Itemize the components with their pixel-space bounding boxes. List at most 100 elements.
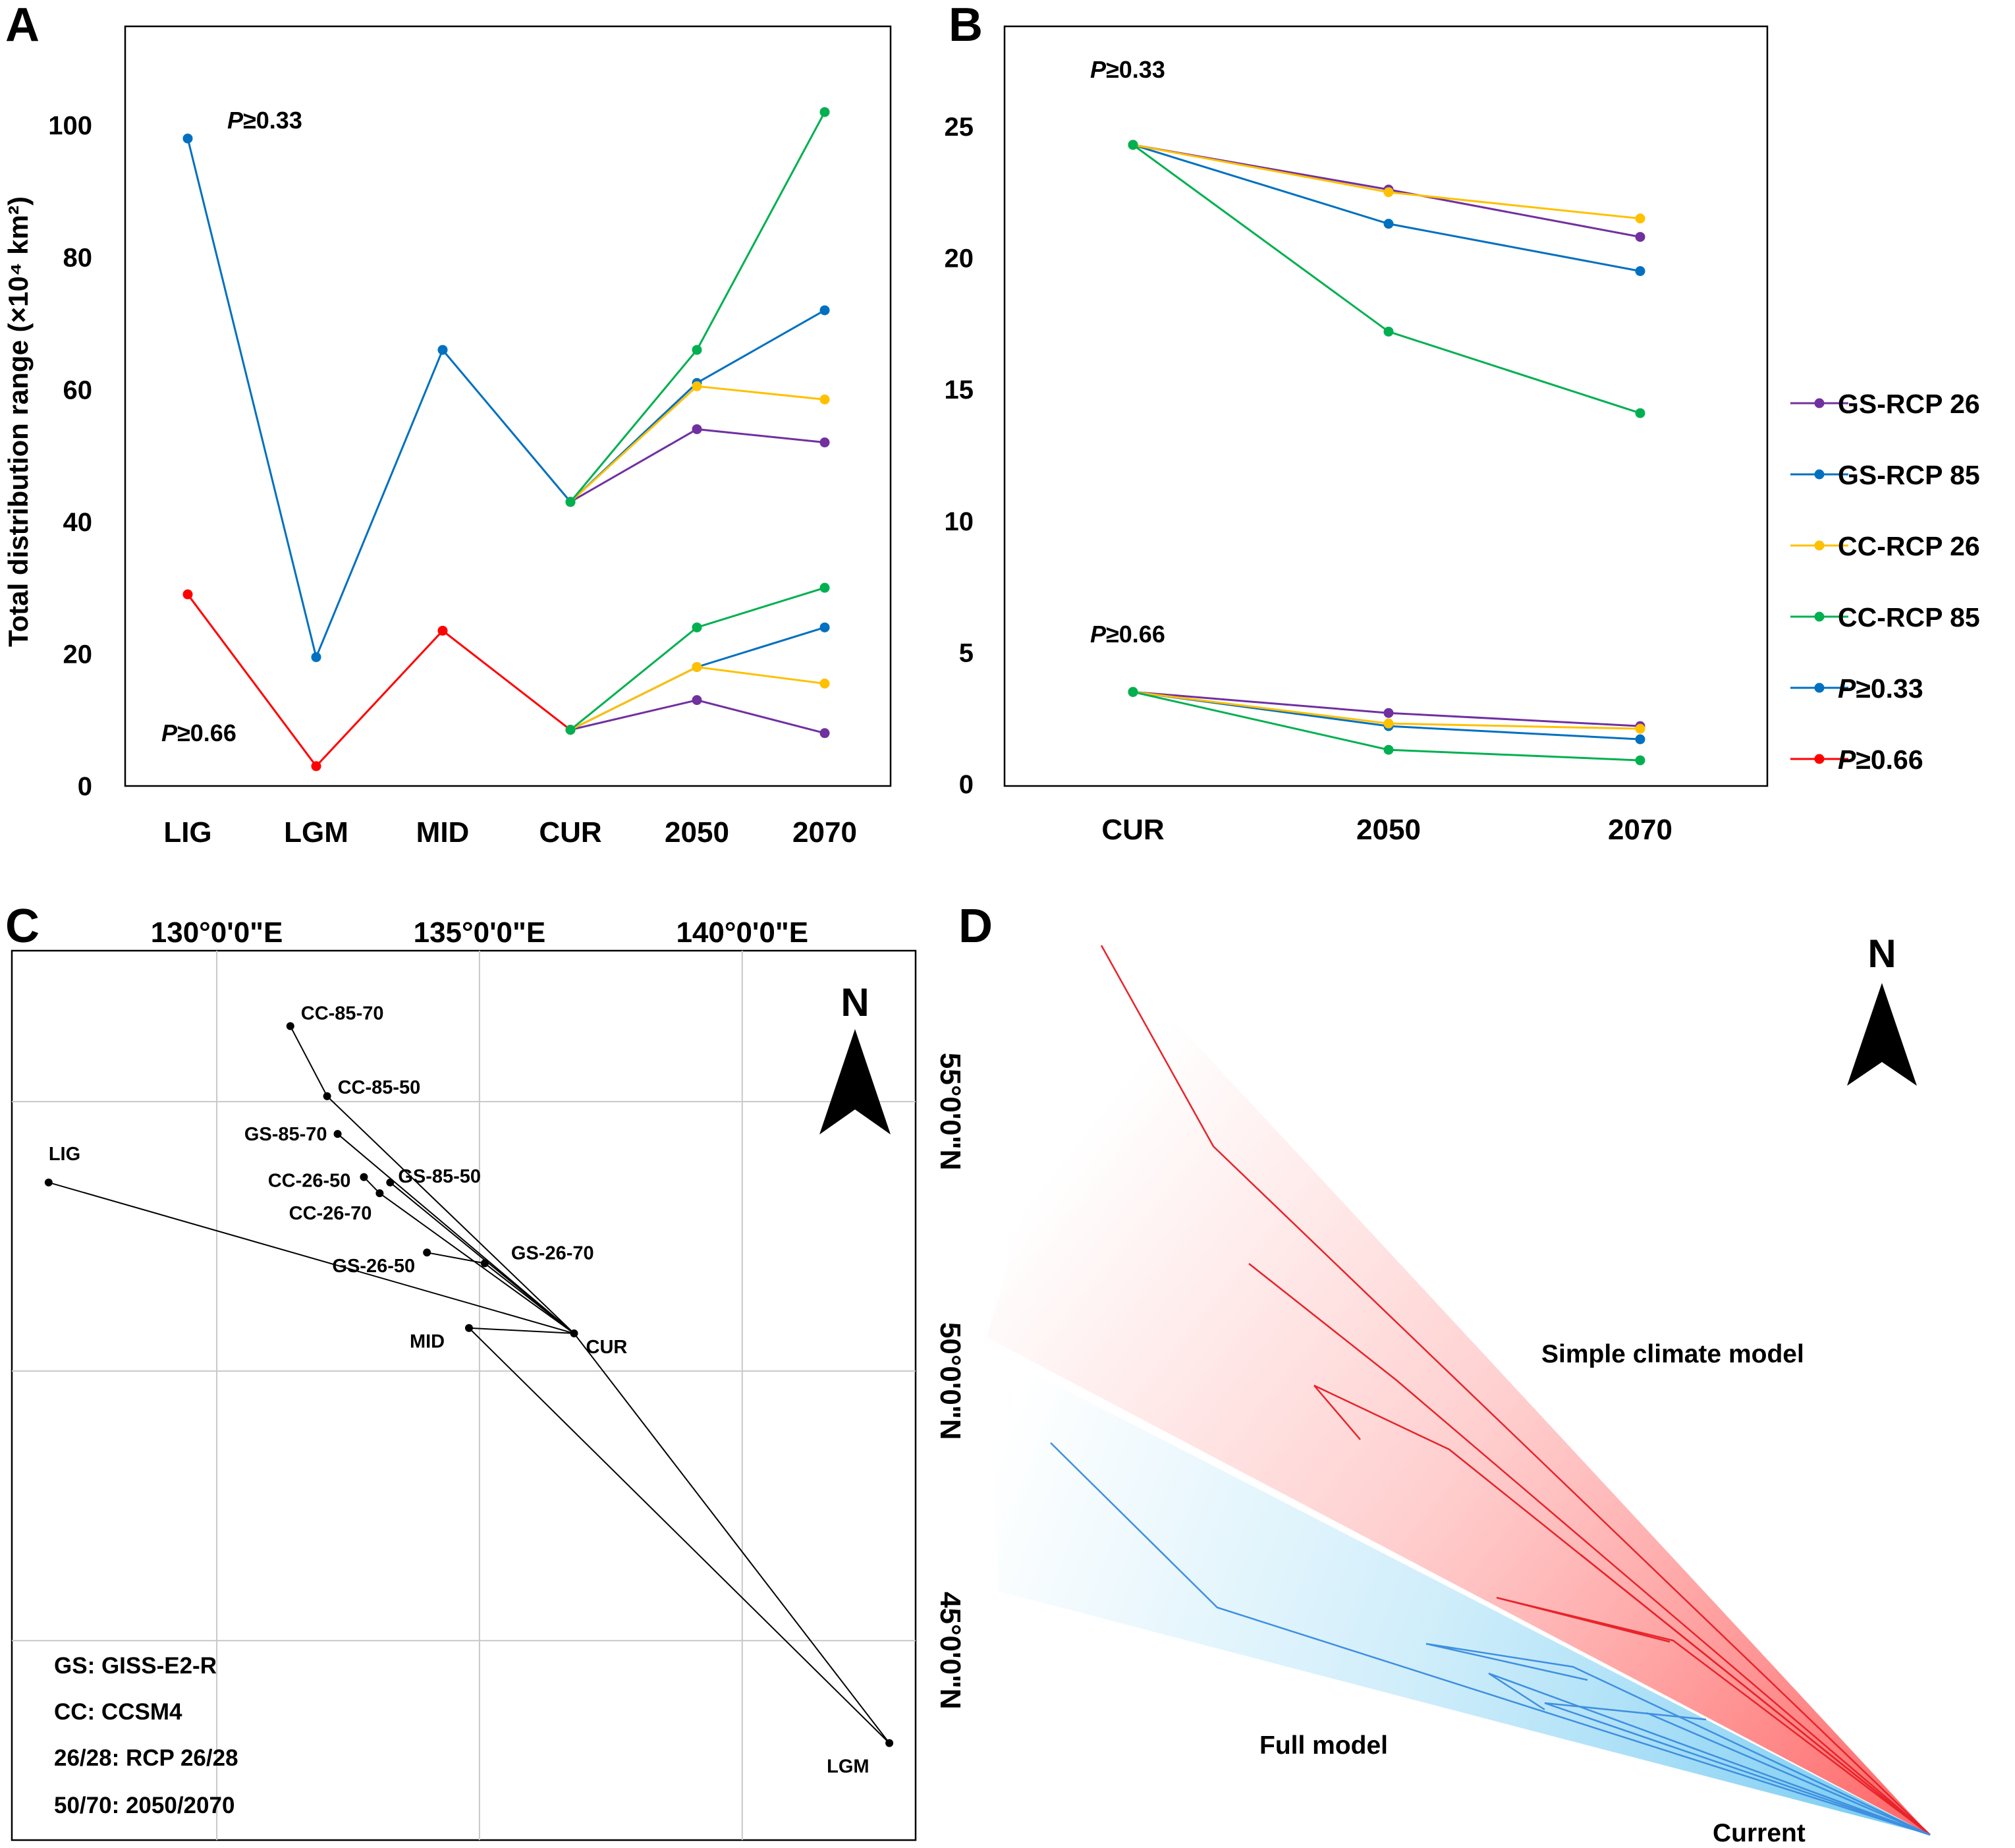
y-tick-label: 20 (63, 640, 93, 669)
label-current: Current (1713, 1819, 1806, 1847)
north-arrow-icon (819, 1029, 891, 1134)
panel-d-diagram: N Simple climate model Full model Curren… (987, 932, 1931, 1847)
x-tick-label: CUR (539, 816, 601, 849)
legend: GS-RCP 26 GS-RCP 85 CC-RCP 26 CC-RCP 85 P≥0.… (1790, 389, 1980, 775)
data-point-gs-rcp-26 (692, 424, 702, 434)
data-point-p-0-33 (182, 133, 193, 144)
data-point-cc-rcp-85 (1635, 755, 1645, 766)
data-point-cc-rcp-85 (565, 725, 576, 735)
trajectory-segment (337, 1133, 575, 1334)
data-point-gs-rcp-26 (692, 695, 702, 706)
data-point-cc-rcp-26 (819, 394, 830, 405)
location-label: GS-85-70 (244, 1124, 327, 1145)
y-tick-label: 45°0'0"N (934, 1592, 966, 1710)
location-label: CC-26-70 (289, 1203, 372, 1224)
location-point-cc-85-50 (323, 1092, 331, 1100)
x-tick-label: 130°0'0"E (151, 916, 283, 949)
series-line-cc-rcp-85 (569, 111, 826, 503)
location-label: MID (410, 1331, 445, 1353)
panel-b-chart: P≥0.33 P≥0.66 0 5 10 15 20 25 CUR 2050 2070 (945, 25, 1769, 846)
series-line-cc-rcp-85 (570, 586, 825, 731)
label-simple-model: Simple climate model (1541, 1340, 1804, 1368)
data-point-gs-rcp-85 (819, 305, 830, 316)
data-point-cc-rcp-85 (565, 497, 576, 507)
x-tick-label: 2070 (792, 816, 857, 849)
annotation-p066: P≥0.66 (1090, 621, 1165, 648)
map-frame (11, 949, 917, 1841)
location-point-cc-26-70 (375, 1189, 384, 1198)
y-tick-label: 100 (48, 111, 92, 140)
legend-swatch-dot (1814, 540, 1825, 551)
data-point-cc-rcp-85 (692, 345, 702, 355)
x-tick-label: 140°0'0"E (676, 916, 808, 949)
north-label: N (841, 980, 869, 1024)
data-point-gs-rcp-85 (1383, 219, 1394, 229)
data-point-gs-rcp-26 (1635, 232, 1645, 242)
location-point-cc-26-50 (360, 1173, 368, 1181)
x-tick-label: 135°0'0"E (414, 916, 546, 949)
location-point-lig (44, 1178, 53, 1187)
note-rcp: 26/28: RCP 26/28 (54, 1745, 238, 1771)
trajectory-segment (468, 1327, 574, 1334)
legend-label: GS-RCP 85 (1838, 460, 1980, 490)
data-point-cc-rcp-26 (692, 381, 702, 391)
location-label: GS-85-50 (398, 1166, 481, 1187)
location-label: CC-85-50 (338, 1077, 421, 1098)
data-point-p-0-66 (311, 761, 321, 771)
location-label: CC-85-70 (301, 1003, 384, 1024)
trajectory-segment (289, 1026, 328, 1097)
y-tick-label: 50°0'0"N (934, 1322, 966, 1440)
location-label: CUR (586, 1337, 628, 1358)
location-point-cc-85-70 (286, 1022, 294, 1030)
legend-swatch-dot (1814, 469, 1825, 480)
data-point-gs-rcp-26 (1383, 708, 1394, 718)
location-label: LGM (827, 1756, 869, 1778)
data-point-gs-rcp-26 (819, 437, 830, 448)
label-full-model: Full model (1259, 1731, 1388, 1760)
series-line-cc-rcp-26 (1132, 144, 1641, 220)
panel-letter-c: C (5, 900, 40, 953)
y-tick-label: 10 (945, 507, 974, 536)
data-point-cc-rcp-26 (692, 661, 702, 672)
trajectory-segment (389, 1182, 575, 1334)
trajectory-segment (326, 1096, 575, 1334)
north-label: N (1867, 932, 1896, 976)
series-line-gs-rcp-85 (569, 309, 825, 503)
annotation-p066: P≥0.66 (161, 719, 236, 746)
legend-swatch-dot (1814, 611, 1825, 622)
data-point-p-0-66 (437, 625, 448, 636)
full-model-trajectories (1050, 1442, 1931, 1836)
data-point-cc-rcp-85 (1128, 140, 1138, 150)
y-tick-label: 40 (63, 508, 93, 537)
data-point-p-0-33 (437, 345, 448, 355)
location-label: GS-26-50 (332, 1256, 415, 1277)
y-tick-label: 0 (959, 770, 974, 799)
trajectory-segment (573, 1333, 890, 1744)
location-point-gs-85-70 (333, 1130, 342, 1138)
legend-swatch-dot (1814, 683, 1825, 693)
data-point-cc-rcp-26 (1383, 718, 1394, 729)
series-line-cc-rcp-26 (569, 385, 825, 503)
trajectory-segment (379, 1192, 575, 1334)
data-point-cc-rcp-26 (1383, 187, 1394, 198)
data-point-cc-rcp-85 (692, 622, 702, 632)
legend-label: P≥0.66 (1838, 744, 1923, 775)
location-label: LIG (49, 1144, 80, 1165)
data-point-gs-rcp-85 (1635, 734, 1645, 744)
data-point-cc-rcp-26 (1635, 723, 1645, 734)
map-grid (12, 951, 916, 1840)
legend-swatch-dot (1814, 754, 1825, 764)
x-tick-label: 2070 (1608, 814, 1672, 846)
data-point-cc-rcp-85 (1383, 326, 1394, 337)
data-point-cc-rcp-85 (1635, 408, 1645, 418)
panel-letter-a: A (5, 0, 40, 51)
full-model-wedge (989, 1351, 1930, 1835)
trajectory-segment (48, 1181, 574, 1334)
legend-label: CC-RCP 26 (1838, 531, 1980, 561)
y-tick-label: 20 (945, 244, 974, 273)
data-point-cc-rcp-85 (819, 582, 830, 593)
location-label: CC-26-50 (268, 1171, 351, 1192)
y-tick-label: 60 (63, 376, 93, 405)
y-tick-label: 5 (959, 638, 974, 667)
location-point-gs-85-50 (386, 1178, 395, 1187)
